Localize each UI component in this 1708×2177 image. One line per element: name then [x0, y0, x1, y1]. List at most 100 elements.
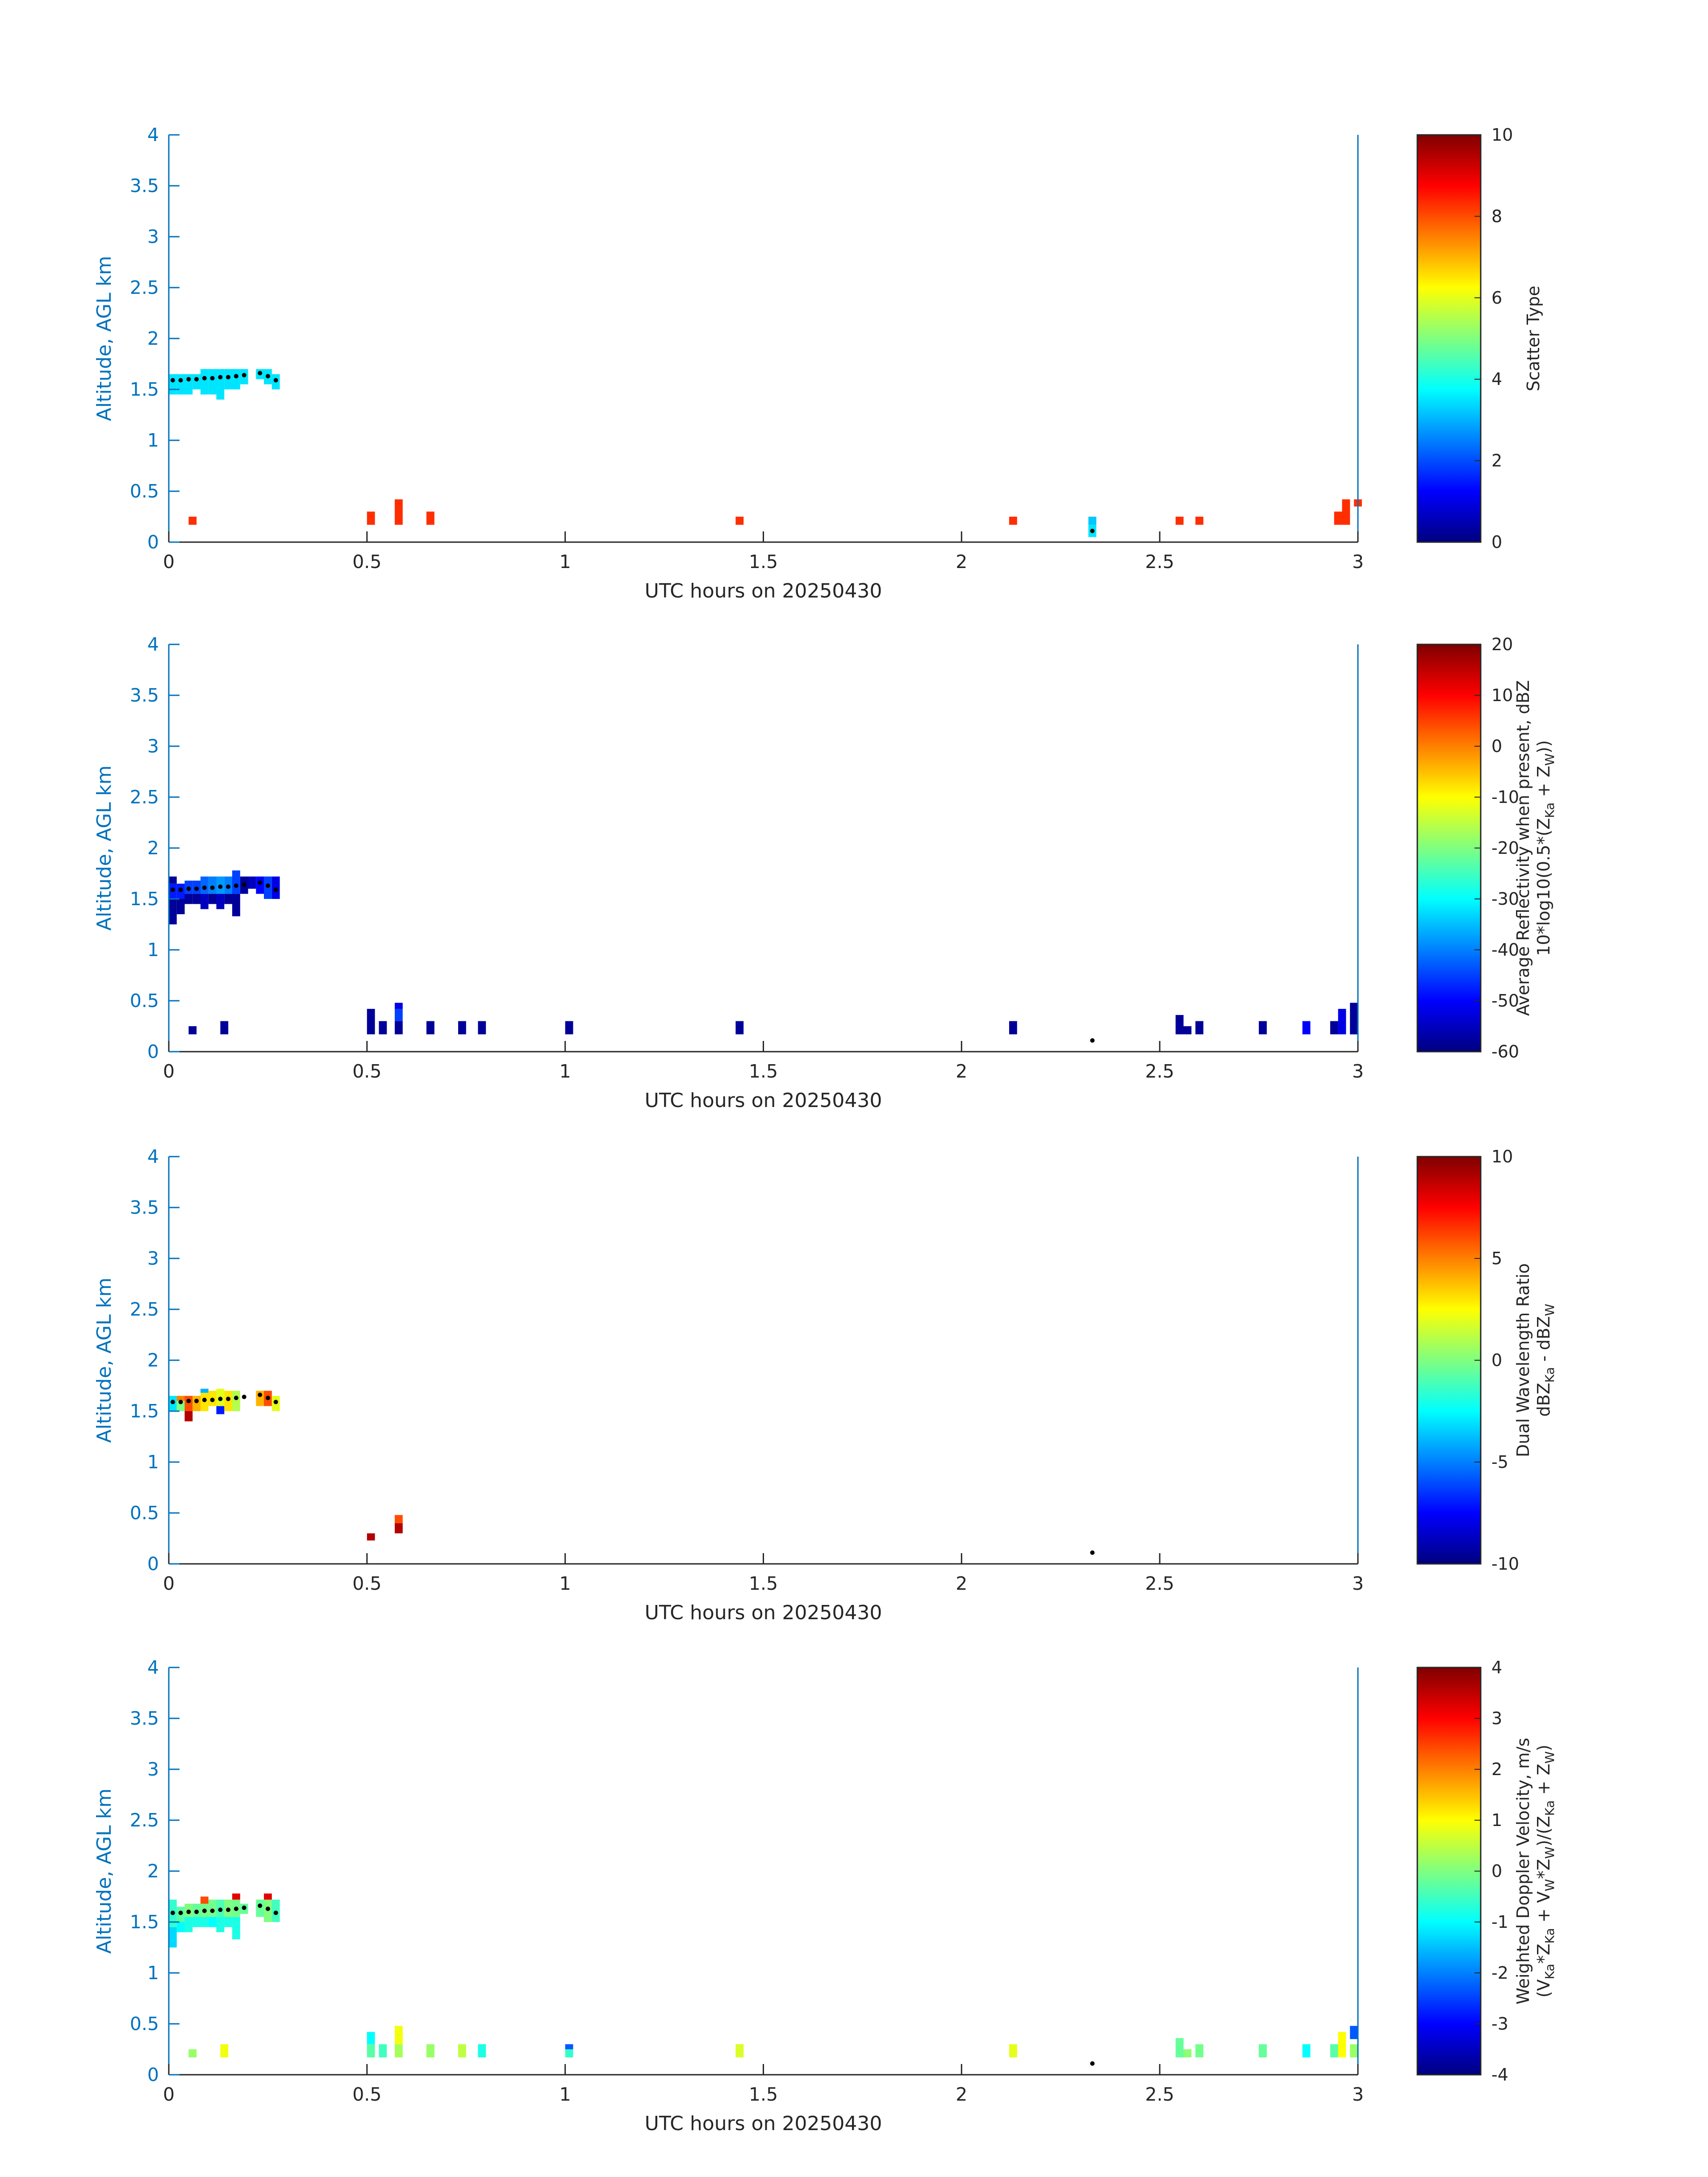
ytick-label: 1: [147, 939, 159, 961]
data-cell: [458, 1021, 466, 1035]
data-cell: [395, 499, 403, 525]
data-cell: [735, 517, 744, 525]
data-cell: [1195, 517, 1203, 525]
data-cell: [395, 1515, 403, 1523]
data-cell: [379, 1021, 387, 1035]
cloud-base-point: [265, 1396, 270, 1400]
data-cell: [1183, 2049, 1192, 2058]
cloud-base-point: [186, 1910, 191, 1914]
xtick-label: 2: [956, 1573, 967, 1594]
cloud-base-point: [265, 1906, 270, 1911]
data-cell: [184, 1411, 193, 1421]
xtick-label: 1: [560, 1573, 571, 1594]
ytick-label: 4: [147, 124, 159, 146]
data-cell: [224, 894, 233, 904]
ytick-label: 1: [147, 1451, 159, 1473]
colorbar-tick-label: 3: [1491, 1709, 1502, 1728]
data-cell: [232, 1917, 240, 1939]
data-cell: [188, 2049, 197, 2058]
data-cell: [1175, 517, 1184, 525]
data-cell: [216, 1917, 225, 1932]
data-cell: [200, 1917, 209, 1927]
cloud-base-point: [273, 1400, 278, 1404]
data-cell: [1195, 1021, 1203, 1035]
data-cell: [216, 369, 225, 400]
colorbar-tick-label: -4: [1491, 2065, 1508, 2085]
marker-point: [1090, 1038, 1095, 1043]
xtick-label: 2: [956, 1061, 967, 1082]
cloud-base-point: [186, 886, 191, 891]
cloud-base-point: [265, 374, 270, 379]
xtick-label: 3: [1352, 551, 1364, 572]
data-cell: [565, 1021, 573, 1035]
data-cell: [188, 517, 197, 525]
cloud-base-point: [234, 1906, 238, 1911]
ytick-label: 2.5: [130, 1299, 159, 1320]
colorbar-tick-label: 1: [1491, 1810, 1502, 1830]
colorbar-tick-label: -5: [1491, 1452, 1508, 1472]
data-cell: [216, 1406, 225, 1414]
data-cell: [200, 894, 209, 909]
cloud-base-point: [186, 1399, 191, 1404]
data-cell: [208, 369, 217, 395]
xtick-label: 1.5: [749, 551, 778, 572]
ytick-label: 1: [147, 1962, 159, 1984]
colorbar-tick-label: 0: [1491, 532, 1502, 552]
cloud-base-point: [234, 374, 238, 379]
y-axis-label: Altitude, AGL km: [93, 1788, 116, 1954]
data-cell: [1338, 1009, 1346, 1035]
x-axis-label: UTC hours on 20250430: [645, 1089, 882, 1112]
xtick-label: 3: [1352, 1061, 1364, 1082]
ytick-label: 0.5: [130, 481, 159, 502]
ytick-label: 2.5: [130, 786, 159, 808]
colorbar-tick-label: 20: [1491, 635, 1513, 654]
colorbar-tick-label: 4: [1491, 369, 1502, 389]
data-cell: [1338, 2032, 1346, 2058]
y-axis-label: Altitude, AGL km: [93, 256, 116, 421]
data-cell: [395, 1003, 403, 1009]
xtick-label: 0: [163, 1573, 175, 1594]
data-cell: [169, 876, 177, 884]
cloud-base-point: [258, 1392, 263, 1397]
colorbar-tick-label: -10: [1491, 1554, 1519, 1574]
colorbar-tick-label: 4: [1491, 1658, 1502, 1677]
colorbar: [1416, 1667, 1482, 2076]
cloud-base-point: [226, 884, 231, 889]
cloud-base-point: [218, 1907, 223, 1912]
colorbar-tick-label: 2: [1491, 1759, 1502, 1779]
data-cell: [176, 899, 185, 915]
xtick-label: 2.5: [1145, 551, 1174, 572]
data-cell: [200, 876, 209, 894]
data-cell: [478, 2044, 486, 2058]
data-cell: [426, 511, 434, 525]
data-cell: [208, 1917, 217, 1927]
data-cell: [232, 369, 240, 389]
cloud-base-point: [242, 1905, 246, 1910]
colorbar-tick-label: -20: [1491, 838, 1519, 858]
data-cell: [395, 2026, 403, 2044]
xtick-label: 2: [956, 551, 967, 572]
colorbar-label: Scatter Type: [1524, 286, 1543, 391]
x-axis-label: UTC hours on 20250430: [645, 2112, 882, 2135]
marker-point: [1090, 528, 1095, 533]
cloud-base-point: [202, 885, 207, 890]
cloud-base-point: [218, 375, 223, 380]
data-cell: [232, 1391, 240, 1411]
data-cell: [256, 1899, 264, 1917]
panel-dual-wavelength-ratio: 0 0.5 1 1.5 2 2.5 3 3.5 4 0 0.5 1 1.5 2 2.5 3 UTC hours …: [93, 1146, 1557, 1624]
cloud-base-point: [210, 1397, 215, 1402]
cloud-base-point: [194, 1399, 199, 1404]
xtick-label: 0.5: [352, 1061, 381, 1082]
data-cell: [192, 374, 201, 389]
cloud-base-point: [194, 377, 199, 382]
data-cell: [208, 894, 217, 904]
data-cell: [735, 1021, 744, 1035]
data-cell: [208, 1899, 217, 1917]
cloud-base-point: [170, 378, 175, 383]
data-cell: [200, 1897, 209, 1904]
xtick-label: 1: [560, 1061, 571, 1082]
cloud-base-point: [178, 887, 183, 892]
cloud-base-point: [218, 1396, 223, 1401]
ytick-label: 0: [147, 1553, 159, 1575]
data-cell: [1302, 1021, 1311, 1035]
